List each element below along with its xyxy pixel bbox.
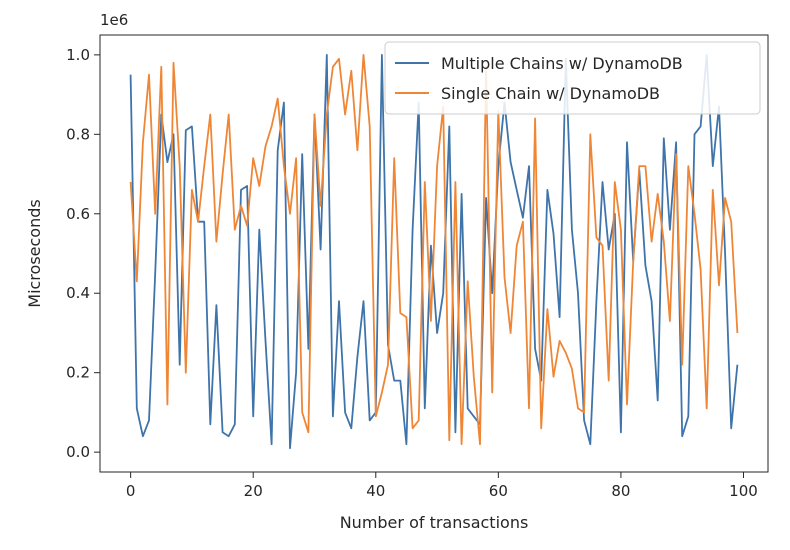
legend: Multiple Chains w/ DynamoDB Single Chain … [384,41,761,115]
y-tick-label: 0.6 [66,205,90,223]
y-axis-label: Microseconds [25,199,44,307]
x-tick-label: 80 [611,482,630,500]
y-tick-label: 0.0 [66,443,90,461]
y-tick-label: 0.8 [66,125,90,143]
x-tick-label: 100 [729,482,758,500]
x-tick-label: 60 [489,482,508,500]
legend-entry: Single Chain w/ DynamoDB [441,84,660,103]
series-line-2 [129,54,739,446]
y-tick-label: 0.4 [66,284,90,302]
series-lines [129,54,739,450]
legend-entry: Multiple Chains w/ DynamoDB [441,54,683,73]
x-tick-label: 20 [244,482,263,500]
y-axis: 0.0 0.2 0.4 0.6 0.8 1.0 [66,46,100,461]
y-tick-label: 1.0 [66,46,90,64]
x-axis: 0 20 40 60 80 100 [126,472,758,500]
x-axis-label: Number of transactions [340,513,529,532]
legend-box [384,41,761,115]
y-axis-offset-label: 1e6 [100,11,128,29]
x-tick-label: 0 [126,482,136,500]
y-tick-label: 0.2 [66,364,90,382]
plot-frame [99,34,769,473]
x-tick-label: 40 [366,482,385,500]
